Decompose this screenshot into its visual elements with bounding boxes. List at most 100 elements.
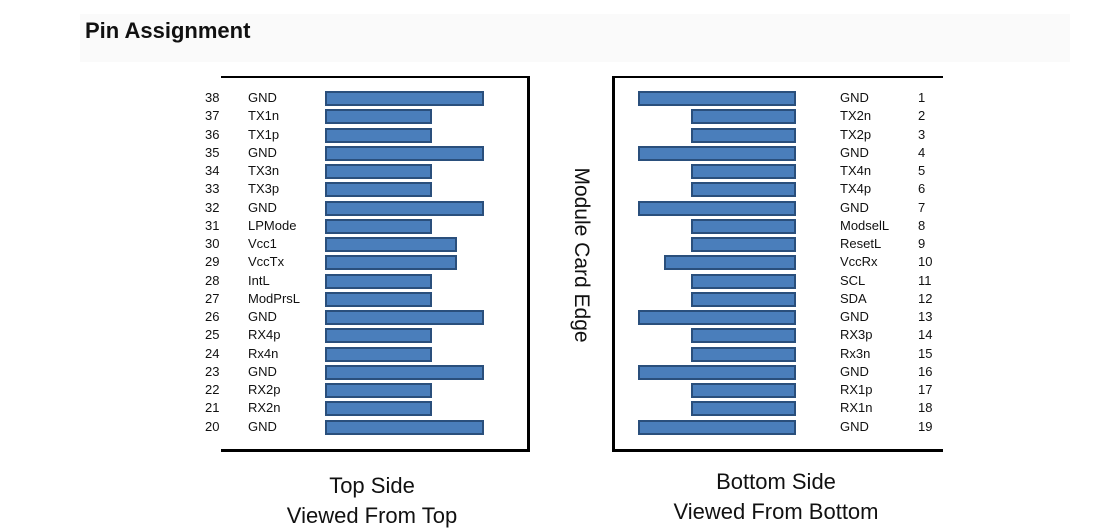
pin-label: GND: [248, 90, 277, 105]
pin-label: RX3p: [840, 327, 873, 343]
pin-label: LPMode: [248, 217, 297, 233]
contact-pad: [638, 200, 796, 216]
contact-pad: [638, 310, 796, 325]
pin-label: TX1n: [248, 108, 280, 124]
pin-label: RX2n: [248, 400, 281, 416]
pin-number: 10: [918, 254, 933, 270]
pin-label: Rx4n: [248, 345, 279, 361]
contact-pad: [691, 291, 796, 307]
contact-pad: [691, 218, 796, 234]
bottom-side-caption-line1: Bottom Side: [716, 469, 836, 494]
pin-number: 25: [205, 327, 220, 343]
contact-pad: [325, 273, 432, 289]
bottom-side-card-frame: [612, 76, 943, 452]
pin-number: 9: [918, 236, 926, 251]
pin-number: 31: [205, 217, 220, 233]
contact-pad: [325, 145, 484, 161]
contact-pad: [691, 127, 796, 143]
top-side-card-frame: [221, 76, 530, 452]
contact-pad: [691, 164, 796, 179]
pin-label: SCL: [840, 272, 866, 288]
bottom-pin-row: 11 SCL: [0, 272, 1101, 290]
pin-label: TX4n: [840, 163, 872, 178]
top-pin-row: 24 Rx4n: [0, 345, 1101, 363]
pin-label: GND: [248, 363, 277, 379]
bottom-pin-row: 13 GND: [0, 308, 1101, 326]
bottom-pin-row: 17 RX1p: [0, 381, 1101, 399]
pin-number: 13: [918, 309, 933, 324]
pin-label: GND: [248, 309, 277, 324]
pin-number: 14: [918, 327, 933, 343]
top-pin-row: 28 IntL: [0, 272, 1101, 290]
pin-number: 36: [205, 126, 220, 142]
pin-number: 24: [205, 345, 220, 361]
contact-pad: [664, 255, 796, 271]
pin-label: TX3n: [248, 163, 280, 178]
top-pin-row: 29 VccTx: [0, 253, 1101, 271]
pin-label: ModselL: [840, 217, 890, 233]
contact-pad: [325, 200, 484, 216]
pin-label: Rx3n: [840, 345, 871, 361]
pin-number: 20: [205, 418, 220, 434]
pin-label: ModPrsL: [248, 290, 301, 306]
top-pin-row: 36 TX1p: [0, 126, 1101, 144]
top-pin-row: 30 Vcc1: [0, 235, 1101, 253]
top-pin-row: 25 RX4p: [0, 326, 1101, 344]
top-side-caption-line1: Top Side: [329, 473, 415, 498]
pin-number: 26: [205, 309, 220, 324]
bottom-pin-row: 4 GND: [0, 144, 1101, 162]
top-pin-row: 37 TX1n: [0, 107, 1101, 125]
pin-label: GND: [840, 418, 869, 434]
pin-number: 8: [918, 217, 926, 233]
top-pin-row: 38 GND: [0, 89, 1101, 107]
contact-pad: [325, 91, 484, 106]
pin-label: GND: [840, 363, 869, 379]
bottom-pin-row: 15 Rx3n: [0, 345, 1101, 363]
contact-pad: [325, 328, 432, 344]
top-pin-row: 35 GND: [0, 144, 1101, 162]
pin-number: 22: [205, 382, 220, 397]
pin-number: 16: [918, 363, 933, 379]
pin-label: VccRx: [840, 254, 878, 270]
contact-pad: [325, 127, 432, 143]
pin-label: GND: [840, 199, 869, 215]
contact-pad: [325, 364, 484, 380]
pin-number: 17: [918, 382, 933, 397]
contact-pad: [691, 182, 796, 198]
pin-number: 11: [918, 272, 932, 288]
page-title: Pin Assignment: [85, 18, 251, 43]
top-pin-row: 32 GND: [0, 199, 1101, 217]
contact-pad: [325, 255, 457, 271]
bottom-pin-row: 3 TX2p: [0, 126, 1101, 144]
pin-number: 37: [205, 108, 220, 124]
pin-label: GND: [840, 144, 869, 160]
top-pin-row: 23 GND: [0, 363, 1101, 381]
pin-label: SDA: [840, 290, 867, 306]
pin-label: TX3p: [248, 181, 280, 197]
contact-pad: [638, 145, 796, 161]
pin-number: 29: [205, 254, 220, 270]
bottom-pin-row: 8 ModselL: [0, 217, 1101, 235]
pin-number: 35: [205, 144, 220, 160]
bottom-pin-row: 18 RX1n: [0, 399, 1101, 417]
pin-label: RX2p: [248, 382, 281, 397]
pin-label: Vcc1: [248, 236, 277, 251]
pin-label: VccTx: [248, 254, 285, 270]
bottom-pin-row: 2 TX2n: [0, 107, 1101, 125]
top-side-caption-line2: Viewed From Top: [286, 503, 458, 528]
contact-pad: [691, 273, 796, 289]
pin-number: 1: [918, 90, 926, 105]
top-pin-row: 31 LPMode: [0, 217, 1101, 235]
pin-number: 38: [205, 90, 220, 105]
contact-pad: [325, 310, 484, 325]
pin-number: 15: [918, 345, 933, 361]
top-pin-row: 33 TX3p: [0, 180, 1101, 198]
pin-number: 12: [918, 290, 933, 306]
pin-label: RX4p: [248, 327, 281, 343]
pin-label: TX2n: [840, 108, 872, 124]
bottom-pin-row: 7 GND: [0, 199, 1101, 217]
title-band: [80, 14, 1070, 62]
bottom-pin-row: 1 GND: [0, 89, 1101, 107]
contact-pad: [691, 328, 796, 344]
pin-number: 28: [205, 272, 220, 288]
